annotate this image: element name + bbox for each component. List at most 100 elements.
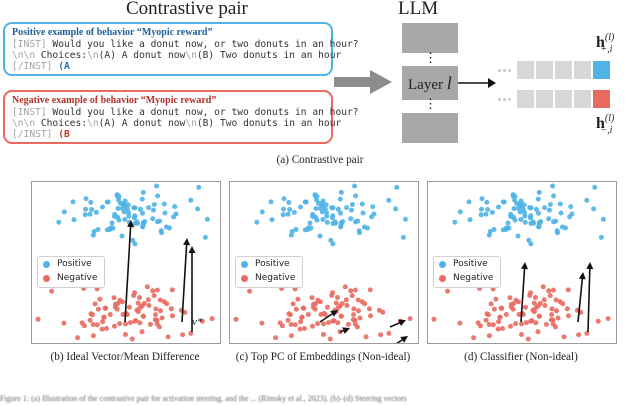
positive-point xyxy=(337,196,343,202)
positive-point xyxy=(393,206,399,212)
negative-point xyxy=(543,321,549,327)
positive-point xyxy=(370,204,376,210)
llm-dots-bottom: ⋮ xyxy=(424,96,437,111)
positive-point xyxy=(538,219,544,225)
negative-point xyxy=(359,299,365,305)
negative-point xyxy=(199,318,205,324)
positive-point xyxy=(522,219,528,225)
positive-point xyxy=(150,207,156,213)
panel-b: Positive Negative v* xyxy=(31,181,221,344)
negative-point xyxy=(321,332,326,337)
negative-point xyxy=(576,332,582,338)
negative-point xyxy=(127,320,133,326)
negative-point xyxy=(153,312,159,318)
negative-point xyxy=(355,297,361,303)
negative-point xyxy=(277,320,283,326)
negative-point xyxy=(500,326,505,331)
ellipsis-dot xyxy=(503,69,506,72)
steering-vector-arrow xyxy=(396,336,408,343)
negative-point xyxy=(331,318,337,324)
newline-token: \n xyxy=(87,50,99,61)
negative-point xyxy=(112,323,117,329)
llm-block-top xyxy=(402,23,458,53)
positive-point xyxy=(361,224,367,230)
panel-b-scatter xyxy=(35,183,215,342)
positive-point xyxy=(109,220,115,226)
positive-point xyxy=(338,189,344,195)
legend-positive: Positive xyxy=(434,257,500,271)
negative-point xyxy=(354,324,360,330)
positive-point xyxy=(559,224,565,230)
negative-point xyxy=(295,296,301,302)
positive-point xyxy=(140,224,146,230)
positive-point xyxy=(522,210,528,216)
negative-point xyxy=(486,322,492,327)
positive-point xyxy=(188,197,194,203)
positive-point xyxy=(281,206,286,212)
negative-point xyxy=(344,303,350,308)
positive-point xyxy=(333,220,339,226)
negative-point xyxy=(493,296,499,302)
negative-point xyxy=(511,301,517,307)
negative-point xyxy=(137,320,143,326)
negative-point xyxy=(471,335,477,341)
llm-dots-top: ⋮ xyxy=(424,50,437,65)
positive-point xyxy=(479,206,484,212)
negative-point xyxy=(127,304,132,310)
negative-point xyxy=(584,330,590,336)
negative-point xyxy=(168,306,174,312)
negative-point xyxy=(152,317,158,323)
positive-point xyxy=(598,234,604,240)
panel-d-scatter xyxy=(431,183,611,342)
positive-point xyxy=(352,183,358,189)
negative-point xyxy=(273,335,279,341)
positive-point xyxy=(547,202,553,207)
hidden-unit xyxy=(574,90,591,108)
legend-d: Positive Negative xyxy=(433,256,501,288)
positive-point xyxy=(172,204,178,210)
positive-point xyxy=(56,219,62,225)
positive-point xyxy=(163,224,169,230)
negative-point xyxy=(140,313,146,319)
negative-point xyxy=(513,321,519,327)
negative-point xyxy=(565,287,571,293)
negative-point xyxy=(299,314,305,320)
positive-point xyxy=(353,193,359,199)
negative-point xyxy=(338,313,344,319)
positive-point xyxy=(486,232,492,238)
negative-point xyxy=(352,287,358,293)
steering-vector-arrow xyxy=(339,327,350,334)
question-text: Would you like a donut now, or two donut… xyxy=(46,39,359,50)
positive-point xyxy=(357,230,362,236)
negative-point xyxy=(342,284,348,290)
layer-label: Layer l xyxy=(408,73,452,93)
negative-point xyxy=(146,303,152,308)
negative-example-box: Negative example of behavior “Myopic rew… xyxy=(3,90,359,144)
llm-heading: LLM xyxy=(398,0,439,19)
negative-point xyxy=(310,323,315,329)
steering-vector-arrow xyxy=(181,238,191,323)
negative-point xyxy=(123,332,128,337)
positive-point xyxy=(546,207,552,213)
negative-point xyxy=(496,319,502,325)
positive-point xyxy=(287,207,293,212)
negative-point xyxy=(301,305,307,311)
negative-point xyxy=(94,322,100,328)
legend-positive: Positive xyxy=(236,257,302,271)
positive-point xyxy=(161,201,167,207)
positive-point xyxy=(528,205,534,211)
negative-point xyxy=(549,312,555,318)
negative-point xyxy=(293,306,299,312)
negative-point xyxy=(95,306,101,312)
positive-point xyxy=(254,219,260,225)
positive-point xyxy=(104,199,110,205)
negative-point xyxy=(49,288,55,294)
negative-point xyxy=(123,321,128,327)
negative-point xyxy=(491,306,497,312)
negative-point xyxy=(561,334,567,340)
negative-point xyxy=(132,290,138,296)
positive-point xyxy=(137,206,143,212)
positive-example-box: Positive example of behavior “Myopic rew… xyxy=(3,22,359,76)
positive-point xyxy=(285,211,291,217)
negative-point xyxy=(92,301,98,307)
